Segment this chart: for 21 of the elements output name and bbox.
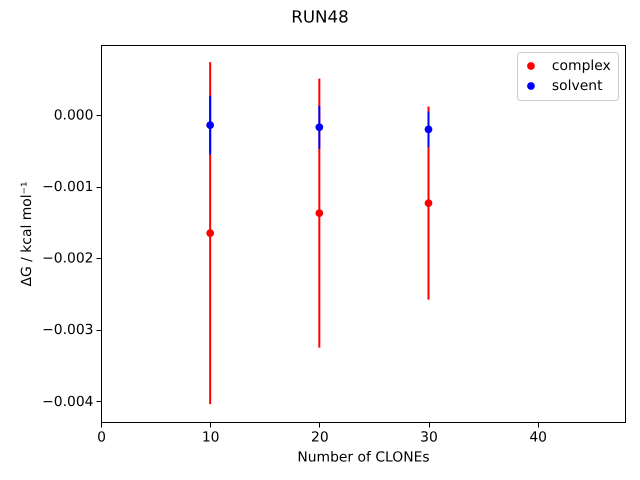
- point: [424, 199, 432, 207]
- legend-label: solvent: [552, 78, 604, 94]
- chart-title: RUN48: [291, 6, 349, 26]
- x-tick-label: 20: [310, 430, 329, 446]
- legend-label: complex: [552, 58, 611, 74]
- point: [206, 229, 214, 238]
- x-tick-label: 40: [529, 430, 548, 446]
- y-tick-label: −0.004: [42, 394, 94, 410]
- y-tick-label: −0.003: [42, 322, 94, 338]
- y-axis-title: ΔG / kcal mol⁻¹: [19, 181, 36, 287]
- point: [315, 209, 324, 217]
- x-tick-label: 30: [420, 430, 438, 446]
- x-axis-title: Number of CLONEs: [297, 449, 430, 466]
- y-tick-label: −0.001: [42, 179, 94, 196]
- x-tick-label: 0: [97, 430, 106, 446]
- point: [315, 123, 324, 132]
- point: [206, 121, 214, 129]
- x-tick-label: 10: [202, 430, 220, 446]
- y-tick-label: 0.000: [54, 108, 94, 124]
- y-tick-label: −0.002: [42, 250, 94, 267]
- point: [424, 126, 432, 134]
